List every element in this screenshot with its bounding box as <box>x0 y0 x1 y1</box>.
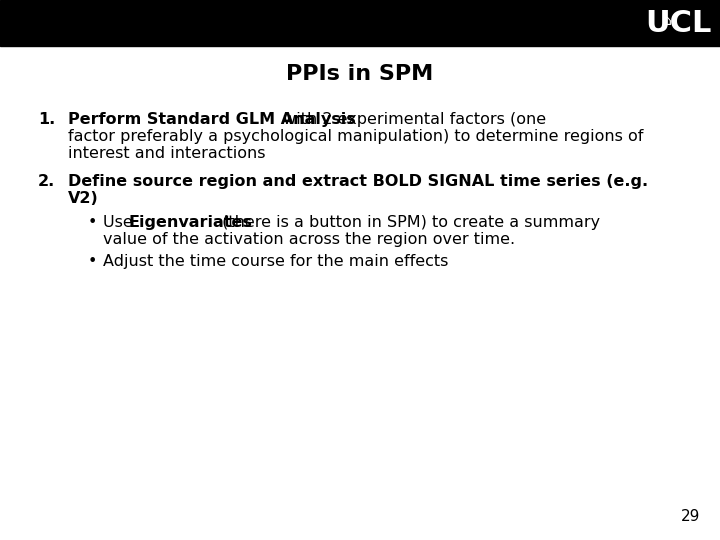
Text: •: • <box>88 215 97 230</box>
Text: Define source region and extract BOLD SIGNAL time series (e.g.: Define source region and extract BOLD SI… <box>68 174 648 189</box>
Text: •: • <box>88 254 97 269</box>
Text: Adjust the time course for the main effects: Adjust the time course for the main effe… <box>103 254 449 269</box>
Text: interest and interactions: interest and interactions <box>68 146 266 161</box>
Text: Perform Standard GLM Analysis: Perform Standard GLM Analysis <box>68 112 356 127</box>
Text: with 2 experimental factors (one: with 2 experimental factors (one <box>278 112 546 127</box>
Text: UCL: UCL <box>646 9 712 37</box>
Text: 1.: 1. <box>38 112 55 127</box>
Text: ⌂: ⌂ <box>663 14 672 28</box>
Bar <box>0 0 720 46</box>
Text: value of the activation across the region over time.: value of the activation across the regio… <box>103 232 515 247</box>
Text: Use: Use <box>103 215 138 230</box>
Text: Eigenvariates: Eigenvariates <box>129 215 253 230</box>
Text: PPIs in SPM: PPIs in SPM <box>287 64 433 84</box>
Text: 2.: 2. <box>38 174 55 189</box>
Text: 29: 29 <box>680 509 700 524</box>
Text: factor preferably a psychological manipulation) to determine regions of: factor preferably a psychological manipu… <box>68 129 644 144</box>
Text: V2): V2) <box>68 191 99 206</box>
Text: (there is a button in SPM) to create a summary: (there is a button in SPM) to create a s… <box>217 215 600 230</box>
